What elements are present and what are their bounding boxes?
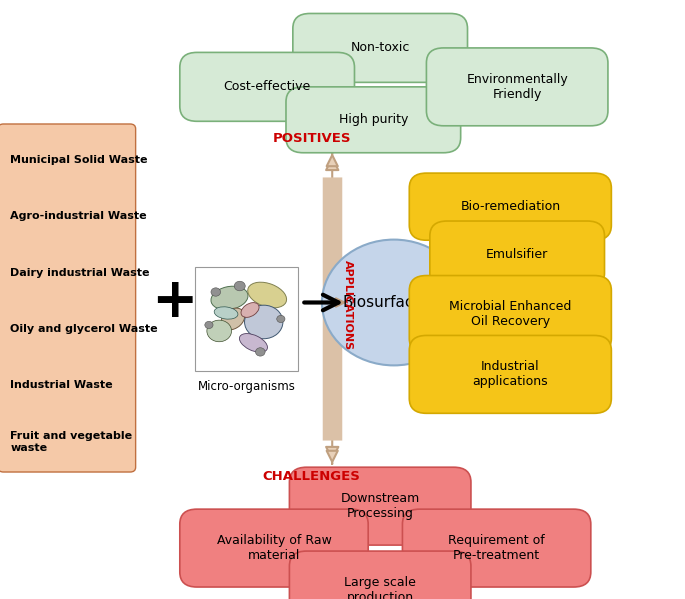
FancyBboxPatch shape — [179, 509, 369, 587]
FancyBboxPatch shape — [195, 267, 298, 371]
Text: Industrial Waste: Industrial Waste — [10, 380, 113, 391]
Circle shape — [205, 321, 213, 328]
Text: Large scale
production: Large scale production — [345, 576, 416, 599]
Text: Bio-remediation: Bio-remediation — [460, 200, 560, 213]
Text: Oily and glycerol Waste: Oily and glycerol Waste — [10, 324, 158, 334]
Text: Fruit and vegetable
waste: Fruit and vegetable waste — [10, 431, 132, 453]
Circle shape — [234, 282, 245, 291]
Text: Municipal Solid Waste: Municipal Solid Waste — [10, 155, 148, 165]
Ellipse shape — [241, 302, 259, 317]
Text: Industrial
applications: Industrial applications — [473, 361, 548, 388]
FancyBboxPatch shape — [289, 467, 471, 545]
FancyBboxPatch shape — [293, 13, 467, 82]
FancyBboxPatch shape — [410, 335, 612, 413]
Ellipse shape — [248, 282, 286, 308]
Text: CHALLENGES: CHALLENGES — [263, 470, 360, 483]
Ellipse shape — [221, 308, 245, 330]
Text: POSITIVES: POSITIVES — [273, 132, 351, 145]
Text: +: + — [151, 276, 198, 329]
Text: Requirement of
Pre-treatment: Requirement of Pre-treatment — [448, 534, 545, 562]
Text: Biosurfactant: Biosurfactant — [342, 295, 445, 310]
Circle shape — [207, 320, 232, 341]
FancyBboxPatch shape — [402, 509, 590, 587]
Text: Non-toxic: Non-toxic — [351, 41, 410, 55]
Text: High purity: High purity — [338, 113, 408, 126]
Text: Emulsifier: Emulsifier — [486, 248, 548, 261]
Ellipse shape — [240, 334, 267, 352]
Circle shape — [277, 315, 285, 322]
Text: Dairy industrial Waste: Dairy industrial Waste — [10, 268, 150, 277]
FancyBboxPatch shape — [430, 221, 604, 288]
Circle shape — [245, 305, 283, 338]
Circle shape — [211, 288, 221, 296]
Text: Availability of Raw
material: Availability of Raw material — [216, 534, 332, 562]
FancyBboxPatch shape — [0, 124, 136, 472]
Text: Micro-organisms: Micro-organisms — [198, 380, 295, 394]
Circle shape — [256, 347, 265, 356]
Circle shape — [322, 240, 466, 365]
FancyBboxPatch shape — [410, 173, 612, 240]
Text: APPLICATIONS: APPLICATIONS — [343, 261, 353, 350]
FancyBboxPatch shape — [289, 551, 471, 599]
FancyBboxPatch shape — [179, 53, 355, 121]
Text: Agro-industrial Waste: Agro-industrial Waste — [10, 211, 147, 221]
Ellipse shape — [214, 307, 238, 319]
Text: Cost-effective: Cost-effective — [223, 80, 311, 93]
Text: Environmentally
Friendly: Environmentally Friendly — [466, 73, 568, 101]
Text: Microbial Enhanced
Oil Recovery: Microbial Enhanced Oil Recovery — [449, 301, 571, 328]
Text: Downstream
Processing: Downstream Processing — [340, 492, 420, 520]
FancyBboxPatch shape — [410, 276, 612, 353]
FancyBboxPatch shape — [286, 87, 461, 153]
FancyBboxPatch shape — [426, 48, 608, 126]
Ellipse shape — [211, 286, 248, 310]
